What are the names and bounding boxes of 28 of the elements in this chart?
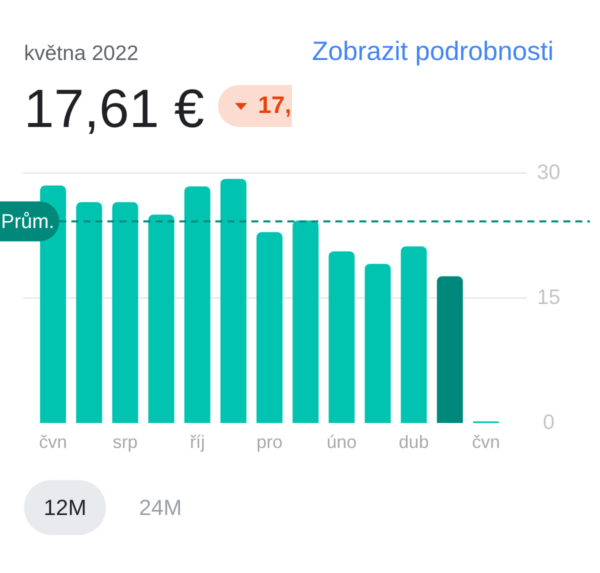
x-tick-label: srp — [112, 432, 138, 452]
chart-subtitle: 17,61 € — [24, 78, 204, 140]
text: Zobrazit podrobnosti — [312, 35, 554, 67]
x-tick-label: čvn — [472, 432, 500, 452]
bar — [328, 251, 355, 423]
y-tick-label: 0 — [542, 410, 555, 434]
y-tick-label: 15 — [537, 286, 560, 309]
x-tick-label: čvn — [39, 432, 68, 452]
x-tick-label: úno — [326, 432, 357, 452]
bar — [436, 276, 463, 423]
bar — [184, 186, 210, 423]
bar — [148, 214, 174, 423]
bar — [292, 220, 319, 423]
text: 24M — [139, 494, 182, 520]
y-tick-label: 30 — [537, 160, 560, 184]
bar — [220, 178, 246, 423]
bar — [364, 264, 391, 423]
change-badge: 17, — [218, 85, 292, 127]
ref-line-label: Prům. — [1, 210, 54, 233]
bar — [112, 202, 138, 423]
x-tick-label: říj — [190, 432, 205, 452]
bar — [400, 246, 427, 423]
chart-title: května 2022 — [24, 41, 138, 67]
x-tick-label: pro — [256, 432, 283, 452]
toggle-pill: 12M — [24, 480, 106, 535]
bar — [76, 202, 102, 423]
x-tick-label: dub — [398, 432, 429, 452]
bar — [256, 232, 282, 423]
